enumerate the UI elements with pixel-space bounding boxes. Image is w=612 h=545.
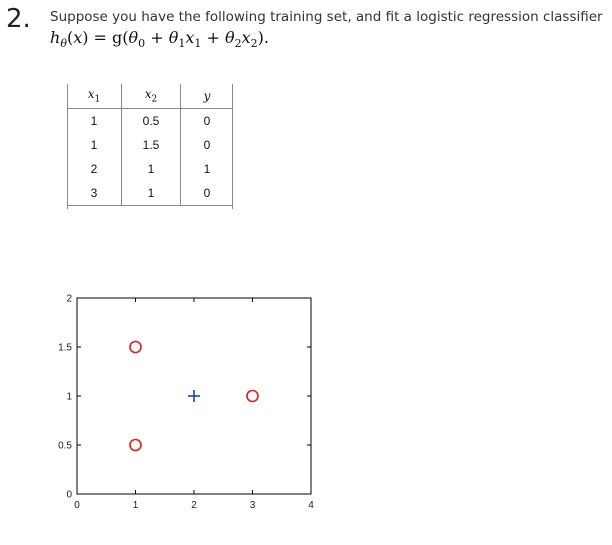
cell-x2: 1: [121, 157, 181, 181]
x-tick-label: 4: [308, 500, 314, 511]
y-tick-label: 0: [66, 490, 72, 501]
table-row: 2 1 1: [67, 157, 233, 181]
x-tick-label: 0: [74, 500, 80, 511]
header-y: y: [180, 84, 233, 109]
negative-example-point: [129, 438, 142, 452]
cell-y: 0: [180, 181, 233, 206]
data-points: [129, 340, 259, 452]
question-number: 2.: [6, 4, 31, 34]
cell-x1: 1: [67, 133, 122, 157]
y-tick-label: 0.5: [58, 441, 72, 452]
cell-x1: 3: [67, 181, 122, 206]
cell-x1: 1: [67, 108, 122, 133]
table-right-border: [232, 84, 233, 209]
table-left-border: [67, 84, 68, 209]
cell-x2: 0.5: [121, 108, 181, 133]
x-tick-label: 3: [250, 500, 256, 511]
cell-y: 0: [203, 138, 211, 152]
y-tick-label: 1: [66, 392, 72, 403]
question-text: Suppose you have the following training …: [50, 9, 603, 25]
axis-ticks: 0 1 2 3 4 0 0.5 1 1.5 2: [58, 294, 314, 512]
header-x1: x1: [67, 84, 122, 109]
table-row: 1 0.5 0: [67, 108, 233, 133]
x-tick-label: 1: [133, 500, 139, 511]
table-row: 3 1 0: [67, 181, 233, 206]
cell-x2: 1.5: [121, 133, 181, 157]
cell-x1: 2: [67, 157, 122, 181]
y-tick-label: 2: [66, 294, 72, 305]
x-tick-label: 2: [191, 500, 197, 511]
cell-y: 1: [203, 162, 211, 176]
header-x2: x2: [121, 84, 181, 109]
plot-frame: [76, 297, 312, 495]
negative-example-point: [246, 389, 259, 403]
training-set-table: x1 x2 y 1 0.5 0 1 1.5 0 2 1 1 3 1 0: [67, 84, 233, 206]
table-header-row: x1 x2 y: [67, 84, 233, 109]
cell-y: 0: [203, 114, 211, 128]
negative-example-point: [129, 340, 142, 354]
y-tick-label: 1.5: [58, 343, 72, 354]
hypothesis-formula: hθ(x) = g(θ0 + θ1x1 + θ2x2).: [50, 28, 269, 51]
table-row: 1 1.5 0: [67, 133, 233, 157]
positive-example-point: [188, 390, 200, 402]
cell-x2: 1: [121, 181, 181, 206]
